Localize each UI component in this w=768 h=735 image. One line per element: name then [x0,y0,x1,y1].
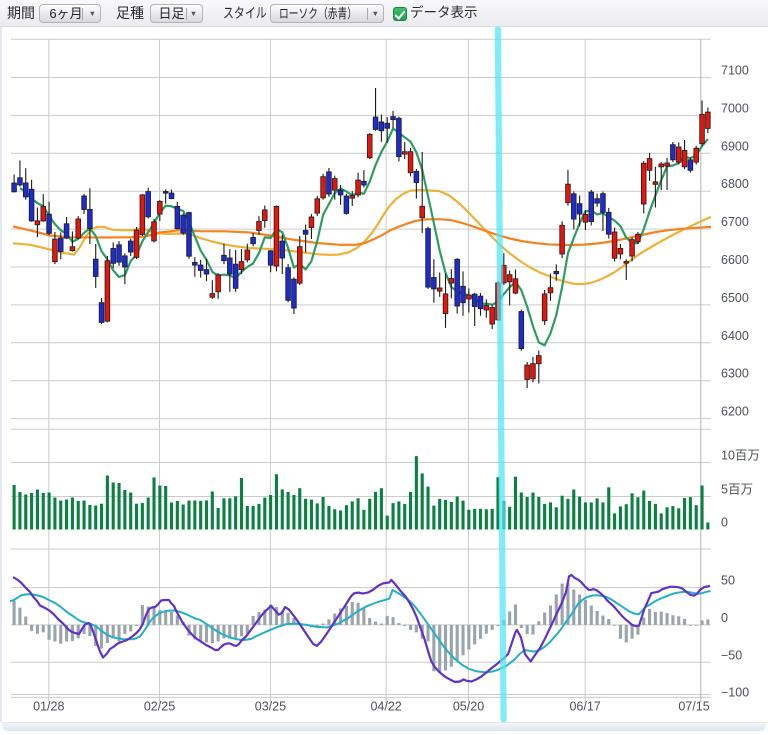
svg-text:6500: 6500 [721,291,749,305]
svg-text:0: 0 [721,516,728,530]
svg-text:05/20: 05/20 [453,700,484,714]
svg-text:6400: 6400 [721,329,749,343]
svg-text:6700: 6700 [721,215,749,229]
svg-text:6300: 6300 [721,367,749,381]
svg-text:10百万: 10百万 [721,449,760,463]
svg-text:7000: 7000 [721,101,749,115]
svg-text:50: 50 [721,574,735,588]
svg-text:03/25: 03/25 [255,700,286,714]
svg-text:02/25: 02/25 [144,700,175,714]
svg-text:5百万: 5百万 [721,483,753,497]
svg-text:−100: −100 [721,685,749,699]
svg-text:6900: 6900 [721,139,749,153]
svg-text:07/15: 07/15 [678,700,709,714]
svg-text:0: 0 [721,611,728,625]
svg-text:7100: 7100 [721,64,749,78]
svg-text:6800: 6800 [721,177,749,191]
svg-text:06/17: 06/17 [569,700,600,714]
svg-text:6600: 6600 [721,253,749,267]
svg-text:6200: 6200 [721,405,749,419]
svg-text:01/28: 01/28 [33,700,64,714]
svg-text:−50: −50 [721,648,742,662]
svg-text:04/22: 04/22 [370,700,401,714]
